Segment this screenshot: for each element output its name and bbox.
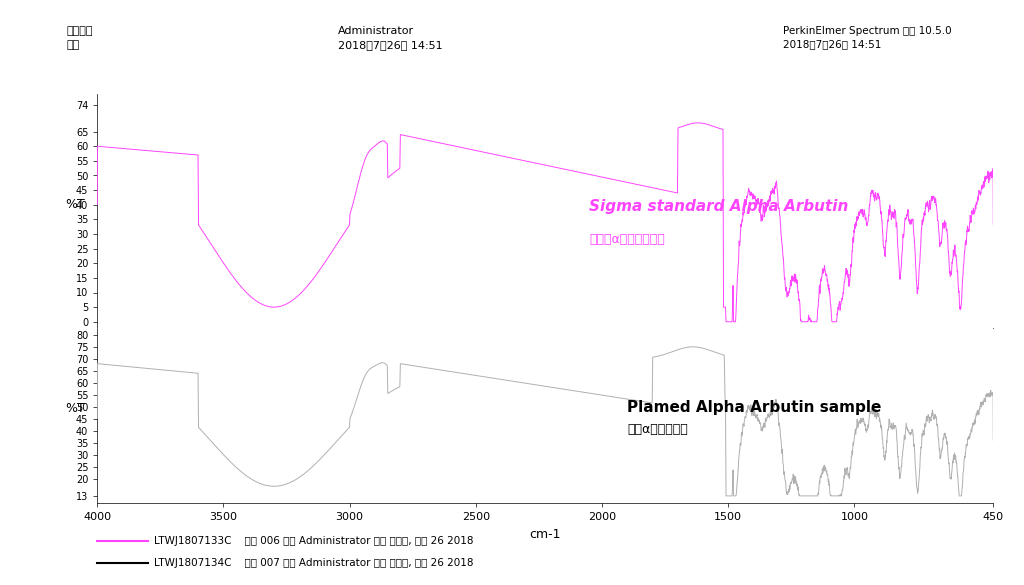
- Text: Sigma standard Alpha Arbutin: Sigma standard Alpha Arbutin: [590, 198, 849, 214]
- Y-axis label: %T: %T: [65, 402, 85, 415]
- Text: 绿天α熊果苷样品: 绿天α熊果苷样品: [628, 424, 688, 436]
- Text: Plamed Alpha Arbutin sample: Plamed Alpha Arbutin sample: [628, 400, 882, 415]
- Text: Administrator
2018年7月26日 14:51: Administrator 2018年7月26日 14:51: [338, 26, 442, 50]
- Y-axis label: %T: %T: [65, 198, 85, 211]
- Text: PerkinElmer Spectrum 版本 10.5.0
2018年7月26日 14:51: PerkinElmer Spectrum 版本 10.5.0 2018年7月26…: [783, 26, 952, 50]
- X-axis label: cm-1: cm-1: [529, 528, 561, 541]
- Text: 分析人员
日期: 分析人员 日期: [67, 26, 93, 50]
- Text: LTWJ1807134C    样品 007 用户 Administrator 日期 星期四, 七月 26 2018: LTWJ1807134C 样品 007 用户 Administrator 日期 …: [154, 558, 473, 568]
- Text: 西格玛α熊果苷标准品: 西格玛α熊果苷标准品: [590, 233, 666, 246]
- Text: LTWJ1807133C    样品 006 用户 Administrator 日期 星期四, 七月 26 2018: LTWJ1807133C 样品 006 用户 Administrator 日期 …: [154, 536, 473, 546]
